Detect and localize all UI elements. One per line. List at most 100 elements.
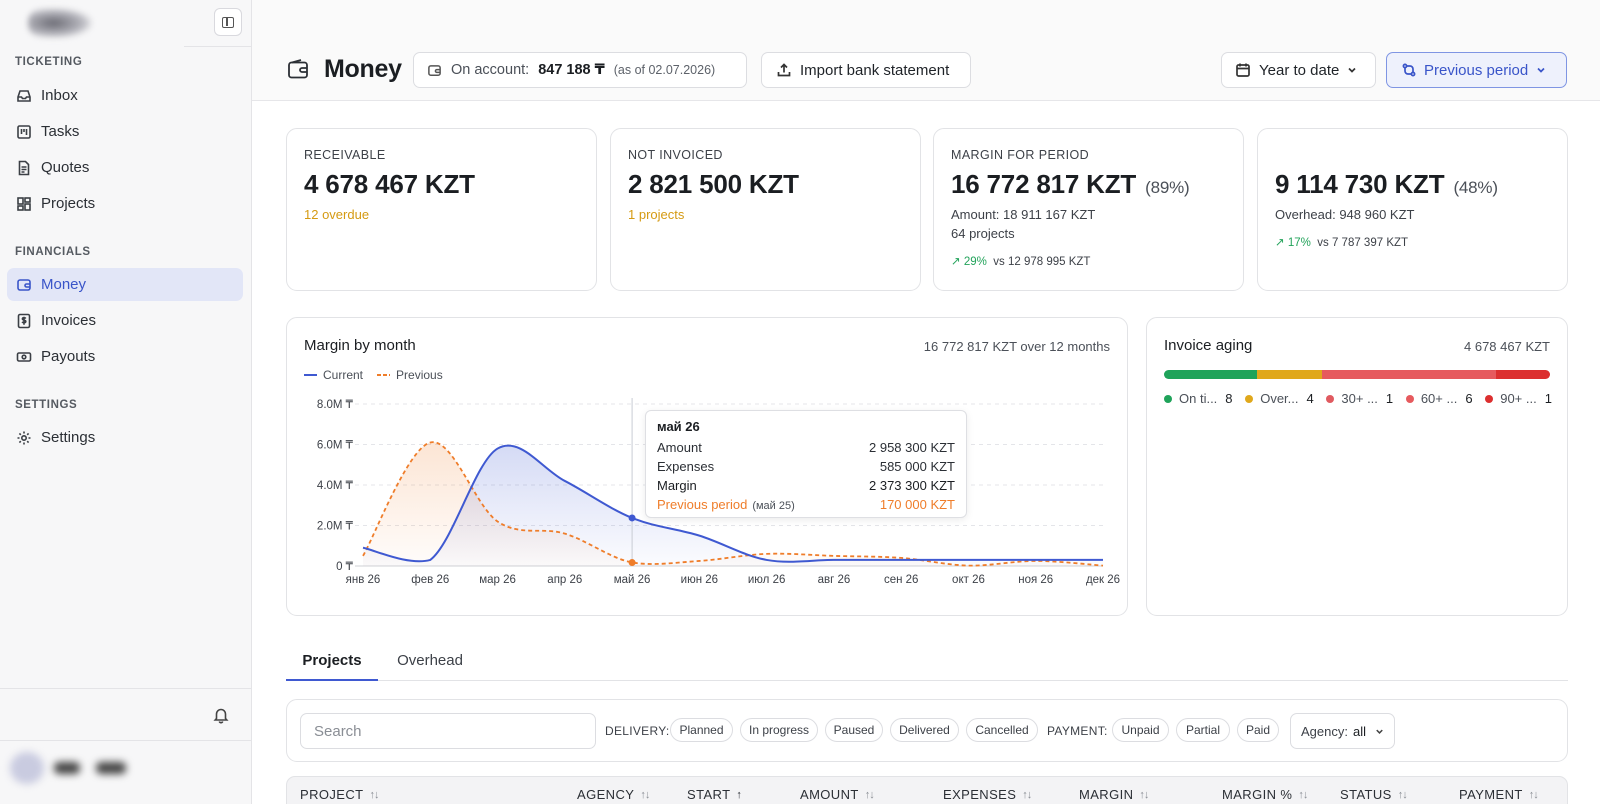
x-tick-label: ноя 26: [1018, 574, 1053, 586]
sidebar-item-money[interactable]: Money: [7, 268, 243, 301]
tooltip-label: Margin: [657, 478, 697, 493]
chip-partial[interactable]: Partial: [1176, 718, 1230, 742]
column-expenses[interactable]: EXPENSES ↑↓: [943, 787, 1032, 802]
chip-in-progress[interactable]: In progress: [740, 718, 818, 742]
search-input[interactable]: [300, 713, 596, 749]
inbox-icon: [16, 88, 32, 104]
compare-icon: [1402, 63, 1416, 77]
projects-count[interactable]: 1 projects: [628, 207, 685, 222]
column-label: STATUS: [1340, 787, 1392, 802]
aging-label: 30+ ...: [1341, 391, 1378, 406]
chip-paused[interactable]: Paused: [825, 718, 883, 742]
x-tick-label: июн 26: [681, 574, 718, 586]
chip-paid[interactable]: Paid: [1237, 718, 1279, 742]
current-point: [628, 514, 636, 522]
previous-point: [628, 559, 636, 567]
sort-icon: ↑↓: [864, 788, 875, 801]
sidebar-item-label: Invoices: [41, 312, 97, 329]
wallet-icon: [16, 277, 32, 293]
kanban-icon: [16, 124, 32, 140]
legend-previous[interactable]: Previous: [377, 368, 443, 382]
chip-cancelled[interactable]: Cancelled: [966, 718, 1038, 742]
chevron-down-icon: [1537, 67, 1545, 73]
y-tick-label: 4.0M ₸: [317, 480, 354, 492]
sidebar-toggle-button[interactable]: [214, 8, 242, 36]
column-start[interactable]: START ↑: [687, 787, 742, 802]
arrow-up-right-icon: ↗: [951, 256, 961, 268]
tab-projects[interactable]: Projects: [286, 640, 378, 681]
net-value: 9 114 730 KZT: [1275, 169, 1445, 199]
column-status[interactable]: STATUS ↑↓: [1340, 787, 1408, 802]
workspace-logo[interactable]: [28, 8, 92, 38]
user-name-blurred: [96, 762, 126, 774]
period-select[interactable]: Year to date: [1221, 52, 1376, 88]
x-tick-label: июл 26: [748, 574, 786, 586]
agency-select[interactable]: Agency: all: [1290, 713, 1395, 749]
sidebar-section-ticketing: TICKETING: [15, 56, 83, 68]
compare-period-select[interactable]: Previous period: [1386, 52, 1567, 88]
sidebar-section-settings: SETTINGS: [15, 399, 78, 411]
aging-legend-item[interactable]: 90+ ... 1: [1485, 391, 1552, 406]
aging-bar[interactable]: [1164, 370, 1550, 379]
sidebar-item-invoices[interactable]: Invoices: [7, 304, 243, 337]
sort-icon: ↑↓: [1528, 788, 1539, 801]
card-value: 4 678 467 KZT: [304, 169, 475, 199]
aging-legend-item[interactable]: 30+ ... 1: [1326, 391, 1393, 406]
import-button-label: Import bank statement: [800, 61, 950, 79]
net-trend: ↗ 17% vs 7 787 397 KZT: [1275, 235, 1408, 249]
chip-delivered[interactable]: Delivered: [890, 718, 959, 742]
sort-icon: ↑↓: [369, 788, 379, 801]
aging-label: Over...: [1260, 391, 1299, 406]
column-label: MARGIN: [1079, 787, 1134, 802]
account-balance: On account: 847 188 ₸ (as of 02.07.2026): [413, 52, 747, 88]
column-project[interactable]: PROJECT ↑↓: [300, 787, 379, 802]
chip-planned[interactable]: Planned: [670, 718, 733, 742]
delivery-filter-label: DELIVERY:: [605, 724, 670, 738]
column-payment[interactable]: PAYMENT ↑↓: [1459, 787, 1539, 802]
sidebar-item-settings[interactable]: Settings: [7, 421, 243, 454]
column-agency[interactable]: AGENCY ↑↓: [577, 787, 650, 802]
trend-percent: 29%: [963, 256, 987, 268]
chart-title: Margin by month: [304, 337, 416, 354]
column-margin[interactable]: MARGIN ↑↓: [1079, 787, 1149, 802]
legend-current[interactable]: Current: [304, 368, 363, 382]
overhead-amount: Overhead: 948 960 KZT: [1275, 207, 1415, 222]
filter-bar: DELIVERY: Planned In progress Paused Del…: [286, 699, 1568, 762]
user-profile[interactable]: [10, 752, 140, 784]
y-tick-label: 0 ₸: [336, 561, 354, 573]
aging-legend-item[interactable]: On ti... 8: [1164, 391, 1233, 406]
aging-segment[interactable]: [1164, 370, 1257, 379]
chip-unpaid[interactable]: Unpaid: [1112, 718, 1169, 742]
aging-label: On ti...: [1179, 391, 1218, 406]
agency-label: Agency:: [1301, 723, 1348, 739]
aging-segment[interactable]: [1495, 370, 1550, 379]
overdue-count[interactable]: 12 overdue: [304, 207, 370, 222]
bell-icon[interactable]: [212, 706, 230, 724]
trend-percent: 17%: [1287, 237, 1311, 249]
chart-tooltip: май 26 Amount 2 958 300 KZT Expenses 585 0…: [645, 410, 967, 518]
sidebar-item-payouts[interactable]: Payouts: [7, 340, 243, 373]
sidebar-divider: [0, 688, 252, 689]
chevron-down-icon: [1348, 67, 1356, 73]
card-value: 2 821 500 KZT: [628, 169, 799, 199]
invoice-aging-panel: Invoice aging 4 678 467 KZT On ti... 8 Ove…: [1146, 317, 1568, 616]
column-margin-percent[interactable]: MARGIN % ↑↓: [1222, 787, 1308, 802]
payment-filter-label: PAYMENT:: [1047, 724, 1108, 738]
card-net: 9 114 730 KZT (48%) Overhead: 948 960 KZ…: [1257, 128, 1568, 291]
tooltip-value: 2 373 300 KZT: [869, 478, 955, 493]
aging-segment[interactable]: [1322, 370, 1496, 379]
sidebar-item-projects[interactable]: Projects: [7, 187, 243, 220]
margin-chart[interactable]: 0 ₸ 2.0M ₸ 4.0M ₸ 6.0M ₸ 8.0M ₸ янв 26 фев 26 м…: [287, 318, 1129, 617]
tab-overhead[interactable]: Overhead: [397, 652, 463, 669]
aging-legend-item[interactable]: 60+ ... 6: [1405, 391, 1473, 406]
card-label: NOT INVOICED: [628, 148, 723, 162]
chart-summary: 16 772 817 KZT over 12 months: [923, 339, 1110, 354]
import-bank-statement-button[interactable]: Import bank statement: [761, 52, 971, 88]
sidebar-item-inbox[interactable]: Inbox: [7, 79, 243, 112]
aging-segment[interactable]: [1256, 370, 1323, 379]
column-amount[interactable]: AMOUNT ↑↓: [800, 787, 875, 802]
sidebar-item-quotes[interactable]: Quotes: [7, 151, 243, 184]
tooltip-prev-sub: (май 25): [752, 500, 795, 512]
aging-legend-item[interactable]: Over... 4: [1245, 391, 1314, 406]
sidebar-item-tasks[interactable]: Tasks: [7, 115, 243, 148]
